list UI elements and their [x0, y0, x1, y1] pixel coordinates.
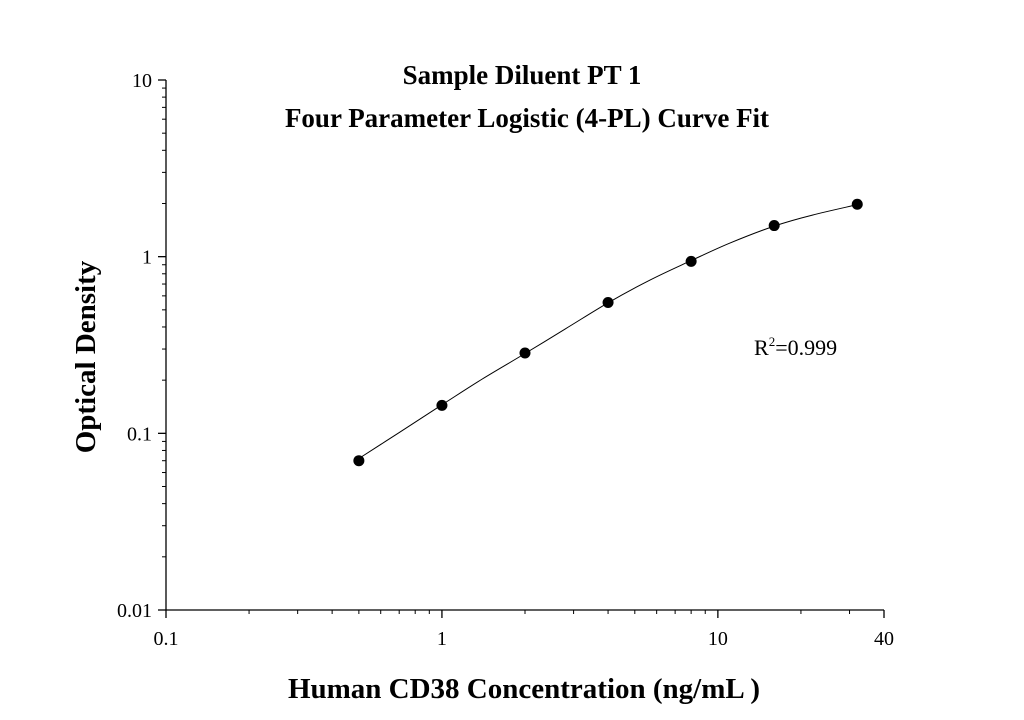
y-tick-label: 1: [142, 247, 152, 269]
fit-curve: [358, 204, 858, 459]
y-axis: 0.01 0.1 1 10: [117, 70, 167, 622]
r-squared-base: R: [754, 335, 769, 360]
r-squared-superscript: 2: [769, 334, 776, 349]
y-tick-label: 0.1: [127, 423, 152, 445]
data-point: [519, 347, 531, 359]
r-squared-value: =0.999: [775, 335, 837, 360]
x-tick-label: 1: [437, 628, 447, 650]
y-axis-title: Optical Density: [70, 260, 102, 453]
x-tick-label: 10: [708, 628, 728, 650]
data-point: [602, 297, 614, 309]
data-point: [851, 198, 863, 210]
y-tick-label: 10: [132, 70, 152, 92]
data-point: [353, 455, 365, 467]
x-axis-title: Human CD38 Concentration (ng/mL ): [288, 673, 760, 705]
data-point: [436, 399, 448, 411]
y-axis-ticks: 0.01 0.1 1 10: [117, 70, 166, 622]
y-tick-label: 0.01: [117, 600, 152, 622]
data-point: [768, 220, 780, 232]
x-tick-label: 0.1: [154, 628, 179, 650]
data-points: [353, 198, 863, 467]
chart-title: Sample Diluent PT 1: [403, 60, 642, 90]
x-axis-ticks: 0.1 1 10 40: [154, 610, 894, 650]
chart-subtitle: Four Parameter Logistic (4-PL) Curve Fit: [285, 103, 769, 133]
x-tick-label: 40: [874, 628, 894, 650]
x-axis: 0.1 1 10 40: [154, 609, 894, 650]
r-squared-annotation: R2=0.999: [754, 334, 837, 360]
data-point: [685, 255, 697, 267]
